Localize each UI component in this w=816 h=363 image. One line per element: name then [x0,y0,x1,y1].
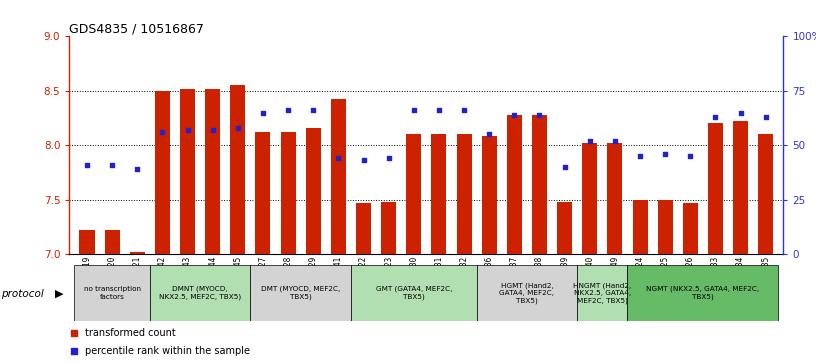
Text: GDS4835 / 10516867: GDS4835 / 10516867 [69,22,204,35]
Bar [733,121,748,254]
Point [357,158,370,163]
Bar [155,91,170,254]
Bar [251,265,351,321]
Bar [79,230,95,254]
Point [734,110,747,115]
Point [458,107,471,113]
Point [67,348,80,354]
Point [609,138,622,144]
Point [105,162,118,168]
Point [684,153,697,159]
Text: transformed count: transformed count [86,328,176,338]
Bar [180,89,195,254]
Bar [532,115,547,254]
Bar [281,132,295,254]
Point [256,110,269,115]
Point [307,107,320,113]
Bar [104,230,120,254]
Point [709,114,722,120]
Point [659,151,672,157]
Bar [583,143,597,254]
Bar [557,202,572,254]
Bar [628,265,778,321]
Bar [330,99,346,254]
Bar [205,89,220,254]
Point [483,131,496,137]
Point [206,127,220,133]
Point [67,330,80,336]
Bar [74,265,150,321]
Text: no transcription
factors: no transcription factors [83,286,140,300]
Text: DMT (MYOCD, MEF2C,
TBX5): DMT (MYOCD, MEF2C, TBX5) [261,286,340,300]
Point [181,127,194,133]
Bar [507,115,522,254]
Point [633,153,646,159]
Text: ▶: ▶ [55,289,63,299]
Bar [432,134,446,254]
Bar [255,132,270,254]
Point [508,112,521,118]
Point [382,155,395,161]
Point [759,114,772,120]
Text: DMNT (MYOCD,
NKX2.5, MEF2C, TBX5): DMNT (MYOCD, NKX2.5, MEF2C, TBX5) [159,286,242,300]
Bar [456,134,472,254]
Bar [658,200,672,254]
Bar [708,123,723,254]
Point [282,107,295,113]
Bar [230,85,246,254]
Bar [406,134,421,254]
Point [332,155,345,161]
Text: NGMT (NKX2.5, GATA4, MEF2C,
TBX5): NGMT (NKX2.5, GATA4, MEF2C, TBX5) [646,286,760,300]
Text: HNGMT (Hand2,
NKX2.5, GATA4,
MEF2C, TBX5): HNGMT (Hand2, NKX2.5, GATA4, MEF2C, TBX5… [573,282,632,304]
Point [407,107,420,113]
Bar [150,265,251,321]
Point [81,162,94,168]
Bar [356,203,371,254]
Bar [481,136,497,254]
Bar [632,200,648,254]
Bar [130,252,144,254]
Point [156,129,169,135]
Text: protocol: protocol [1,289,43,299]
Bar [477,265,577,321]
Bar [577,265,628,321]
Bar [351,265,477,321]
Text: HGMT (Hand2,
GATA4, MEF2C,
TBX5): HGMT (Hand2, GATA4, MEF2C, TBX5) [499,282,554,304]
Text: percentile rank within the sample: percentile rank within the sample [86,346,251,356]
Point [533,112,546,118]
Bar [381,202,397,254]
Bar [683,203,698,254]
Point [583,138,596,144]
Bar [607,143,623,254]
Point [231,125,244,131]
Point [558,164,571,170]
Bar [758,134,774,254]
Point [432,107,446,113]
Point [131,166,144,172]
Bar [306,128,321,254]
Text: GMT (GATA4, MEF2C,
TBX5): GMT (GATA4, MEF2C, TBX5) [375,286,452,300]
